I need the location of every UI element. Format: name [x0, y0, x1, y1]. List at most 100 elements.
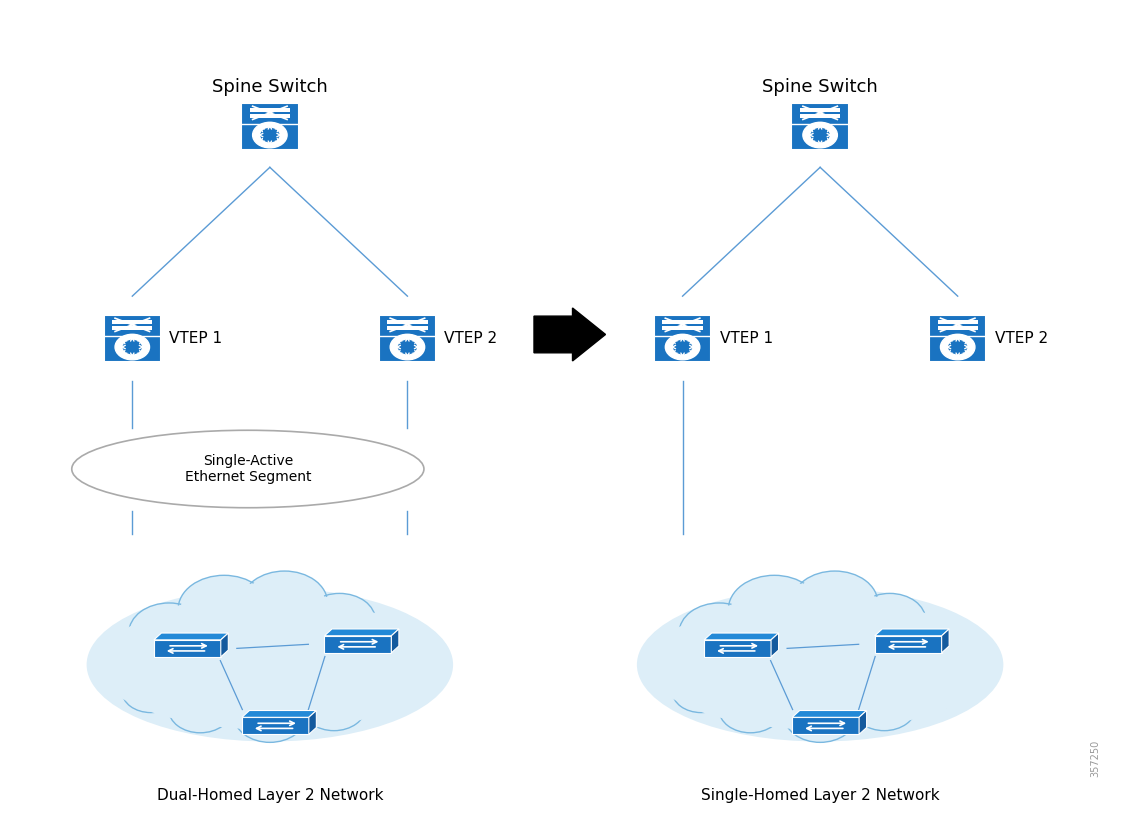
Circle shape	[171, 687, 230, 731]
FancyBboxPatch shape	[387, 326, 428, 329]
Circle shape	[355, 666, 412, 710]
Ellipse shape	[647, 600, 993, 730]
Circle shape	[108, 637, 167, 681]
Circle shape	[665, 334, 700, 359]
Circle shape	[925, 645, 979, 685]
FancyBboxPatch shape	[378, 314, 436, 362]
Circle shape	[682, 605, 757, 661]
Circle shape	[855, 685, 914, 730]
Circle shape	[122, 670, 180, 712]
FancyBboxPatch shape	[112, 326, 153, 329]
Circle shape	[350, 623, 410, 667]
Polygon shape	[391, 629, 399, 653]
Circle shape	[794, 572, 876, 633]
Ellipse shape	[86, 588, 453, 741]
Ellipse shape	[97, 600, 442, 730]
Circle shape	[303, 593, 375, 646]
FancyBboxPatch shape	[800, 115, 840, 118]
Circle shape	[674, 671, 728, 711]
Text: Dual-Homed Layer 2 Network: Dual-Homed Layer 2 Network	[156, 788, 383, 804]
Circle shape	[856, 595, 924, 645]
Circle shape	[679, 603, 759, 662]
Circle shape	[244, 572, 326, 633]
Circle shape	[168, 686, 231, 733]
Circle shape	[241, 571, 328, 635]
Circle shape	[673, 670, 730, 712]
FancyBboxPatch shape	[112, 320, 153, 324]
Circle shape	[784, 689, 856, 742]
Polygon shape	[325, 629, 399, 636]
Polygon shape	[154, 633, 228, 640]
Circle shape	[729, 575, 820, 643]
Circle shape	[356, 668, 411, 708]
Circle shape	[124, 671, 177, 711]
Circle shape	[901, 623, 960, 667]
Circle shape	[658, 637, 718, 681]
Circle shape	[373, 643, 430, 686]
FancyBboxPatch shape	[929, 314, 986, 362]
Text: VTEP 2: VTEP 2	[995, 331, 1048, 346]
Circle shape	[236, 691, 303, 740]
Circle shape	[131, 605, 207, 661]
Polygon shape	[154, 640, 221, 657]
Circle shape	[792, 571, 878, 635]
FancyBboxPatch shape	[792, 103, 849, 151]
Polygon shape	[772, 633, 778, 657]
Text: Spine Switch: Spine Switch	[763, 78, 878, 97]
Text: Single-Active
Ethernet Segment: Single-Active Ethernet Segment	[184, 454, 311, 484]
FancyBboxPatch shape	[249, 108, 290, 111]
Circle shape	[731, 577, 818, 641]
Text: Single-Homed Layer 2 Network: Single-Homed Layer 2 Network	[701, 788, 940, 804]
Text: VTEP 1: VTEP 1	[170, 331, 222, 346]
FancyBboxPatch shape	[103, 314, 161, 362]
Circle shape	[107, 636, 170, 683]
Circle shape	[375, 645, 429, 685]
Circle shape	[399, 340, 417, 354]
FancyArrow shape	[535, 308, 605, 361]
Circle shape	[811, 128, 829, 141]
Polygon shape	[241, 717, 309, 735]
Circle shape	[923, 643, 980, 686]
Circle shape	[803, 122, 838, 148]
FancyBboxPatch shape	[663, 320, 703, 324]
Circle shape	[390, 334, 424, 359]
Circle shape	[853, 593, 925, 646]
Circle shape	[129, 603, 209, 662]
Circle shape	[304, 685, 364, 730]
Polygon shape	[859, 711, 867, 735]
Circle shape	[253, 122, 287, 148]
Circle shape	[657, 636, 720, 683]
Circle shape	[181, 577, 267, 641]
Polygon shape	[875, 629, 949, 636]
Text: VTEP 2: VTEP 2	[445, 331, 497, 346]
Polygon shape	[241, 711, 317, 717]
Circle shape	[852, 684, 916, 730]
FancyBboxPatch shape	[249, 115, 290, 118]
Polygon shape	[309, 711, 317, 735]
Circle shape	[940, 334, 975, 359]
Polygon shape	[704, 640, 772, 657]
Circle shape	[261, 128, 279, 141]
Circle shape	[905, 666, 962, 710]
Circle shape	[302, 684, 366, 730]
Circle shape	[674, 340, 692, 354]
FancyBboxPatch shape	[241, 103, 299, 151]
Circle shape	[234, 689, 305, 742]
Polygon shape	[941, 629, 949, 653]
Polygon shape	[875, 636, 941, 653]
Circle shape	[721, 687, 780, 731]
Ellipse shape	[72, 430, 424, 508]
Polygon shape	[792, 717, 859, 735]
Circle shape	[719, 686, 782, 733]
Circle shape	[305, 595, 374, 645]
Polygon shape	[704, 633, 778, 640]
Polygon shape	[792, 711, 867, 717]
Text: 357250: 357250	[1090, 740, 1101, 777]
Text: VTEP 1: VTEP 1	[720, 331, 773, 346]
FancyBboxPatch shape	[800, 108, 840, 111]
Ellipse shape	[637, 588, 1003, 741]
FancyBboxPatch shape	[654, 314, 711, 362]
FancyBboxPatch shape	[938, 320, 978, 324]
Circle shape	[906, 668, 961, 708]
Circle shape	[348, 622, 411, 669]
